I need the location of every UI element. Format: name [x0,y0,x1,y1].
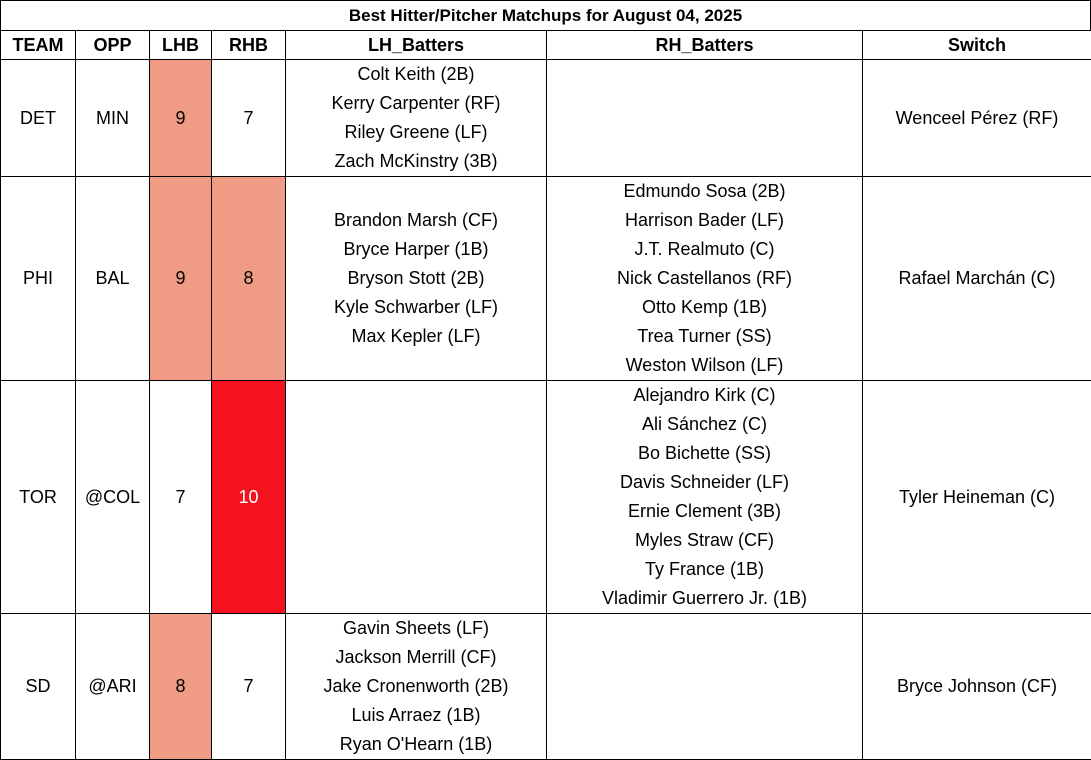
batter-name: Kyle Schwarber (LF) [286,293,546,322]
opp-cell: BAL [76,177,150,381]
sheet-title: Best Hitter/Pitcher Matchups for August … [0,0,1091,30]
rh-batters-cell [547,60,863,177]
batter-name: Luis Arraez (1B) [286,701,546,730]
batter-name: Max Kepler (LF) [286,322,546,351]
opp-cell: MIN [76,60,150,177]
batter-name: Bryson Stott (2B) [286,264,546,293]
switch-cell: Wenceel Pérez (RF) [863,60,1091,177]
header-rh-batters: RH_Batters [547,31,863,60]
rhb-score-cell: 7 [212,614,286,760]
batter-name: Davis Schneider (LF) [547,468,862,497]
team-cell: DET [1,60,76,177]
lhb-score-cell: 9 [150,60,212,177]
rhb-score-cell: 8 [212,177,286,381]
matchups-table: TEAM OPP LHB RHB LH_Batters RH_Batters S… [0,30,1091,760]
batter-name: Ernie Clement (3B) [547,497,862,526]
team-cell: PHI [1,177,76,381]
switch-cell: Tyler Heineman (C) [863,381,1091,614]
batter-name: Gavin Sheets (LF) [286,614,546,643]
rhb-score-cell: 10 [212,381,286,614]
header-lhb: LHB [150,31,212,60]
batter-name: Brandon Marsh (CF) [286,206,546,235]
rh-batters-cell [547,614,863,760]
rh-batters-cell: Alejandro Kirk (C)Ali Sánchez (C)Bo Bich… [547,381,863,614]
batter-name: Edmundo Sosa (2B) [547,177,862,206]
rh-batters-cell: Edmundo Sosa (2B)Harrison Bader (LF)J.T.… [547,177,863,381]
header-rhb: RHB [212,31,286,60]
header-lh-batters: LH_Batters [286,31,547,60]
batter-name: J.T. Realmuto (C) [547,235,862,264]
lhb-score-cell: 9 [150,177,212,381]
header-opp: OPP [76,31,150,60]
batter-name: Kerry Carpenter (RF) [286,89,546,118]
batter-name: Zach McKinstry (3B) [286,147,546,176]
rhb-score-cell: 7 [212,60,286,177]
batter-name: Ali Sánchez (C) [547,410,862,439]
batter-name: Colt Keith (2B) [286,60,546,89]
batter-name: Ty France (1B) [547,555,862,584]
batter-name: Bryce Harper (1B) [286,235,546,264]
team-cell: TOR [1,381,76,614]
header-team: TEAM [1,31,76,60]
batter-name: Riley Greene (LF) [286,118,546,147]
batter-name: Jackson Merrill (CF) [286,643,546,672]
batter-name: Alejandro Kirk (C) [547,381,862,410]
lh-batters-cell: Brandon Marsh (CF)Bryce Harper (1B)Bryso… [286,177,547,381]
opp-cell: @COL [76,381,150,614]
batter-name: Vladimir Guerrero Jr. (1B) [547,584,862,613]
switch-cell: Bryce Johnson (CF) [863,614,1091,760]
lh-batters-cell: Colt Keith (2B)Kerry Carpenter (RF)Riley… [286,60,547,177]
switch-cell: Rafael Marchán (C) [863,177,1091,381]
batter-name: Otto Kemp (1B) [547,293,862,322]
batter-name: Harrison Bader (LF) [547,206,862,235]
header-row: TEAM OPP LHB RHB LH_Batters RH_Batters S… [1,31,1091,60]
lh-batters-cell: Gavin Sheets (LF)Jackson Merrill (CF)Jak… [286,614,547,760]
batter-name: Weston Wilson (LF) [547,351,862,380]
opp-cell: @ARI [76,614,150,760]
batter-name: Trea Turner (SS) [547,322,862,351]
batter-name: Jake Cronenworth (2B) [286,672,546,701]
lhb-score-cell: 8 [150,614,212,760]
batter-name: Myles Straw (CF) [547,526,862,555]
batter-name: Bo Bichette (SS) [547,439,862,468]
batter-name: Nick Castellanos (RF) [547,264,862,293]
header-switch: Switch [863,31,1091,60]
lh-batters-cell [286,381,547,614]
lhb-score-cell: 7 [150,381,212,614]
team-cell: SD [1,614,76,760]
